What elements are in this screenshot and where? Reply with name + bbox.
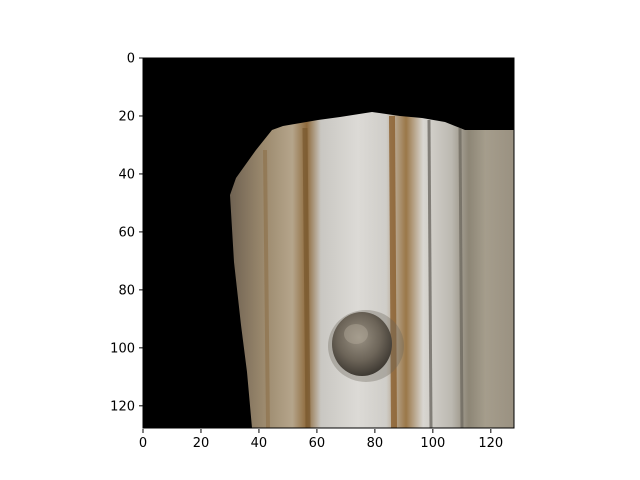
x-tick-label: 0 [139,436,147,451]
plank-seam [263,149,270,428]
masked-photo [143,58,514,428]
x-tick-label: 120 [478,436,503,451]
y-tick-label: 60 [118,225,135,240]
y-tick-label: 40 [118,167,135,182]
y-tick-label: 80 [118,283,135,298]
y-tick-label: 120 [110,399,135,414]
door-knob [332,312,392,376]
y-tick-label: 100 [110,341,135,356]
y-tick-label: 0 [127,52,135,67]
x-tick-label: 80 [367,436,384,451]
plank-seam [458,127,464,428]
plank-seam [302,127,311,428]
plank-seam [427,119,433,428]
y-axis: 0 20 40 60 80 100 120 [110,52,143,414]
knob-highlight [344,324,368,344]
x-tick-label: 40 [251,436,268,451]
door-region [230,112,514,428]
y-tick-label: 20 [118,109,135,124]
x-axis: 0 20 40 60 80 100 120 [139,429,503,451]
axes-frame [142,57,515,429]
x-tick-label: 20 [193,436,210,451]
x-tick-label: 100 [420,436,445,451]
plank-seam [389,115,397,428]
x-tick-label: 60 [309,436,326,451]
